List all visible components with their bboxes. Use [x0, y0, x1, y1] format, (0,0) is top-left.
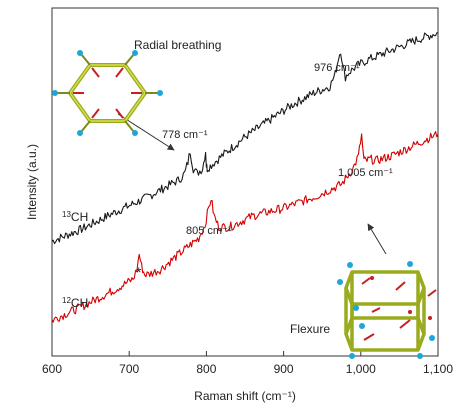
annotation-peak-1005: 1,005 cm⁻¹: [338, 167, 393, 179]
series-line-13ch: [51, 32, 439, 245]
x-tick-label-900: 900: [274, 362, 294, 376]
series-label-13ch-base: CH: [71, 210, 88, 224]
series-label-12ch-sup: 12: [62, 296, 71, 305]
hexagon-molecule-icon: [52, 50, 163, 136]
series-label-12ch: 12CH: [62, 296, 88, 310]
flexure-inset: Flexure: [290, 261, 437, 359]
x-tick-label-600: 600: [42, 362, 62, 376]
series-line-12ch: [51, 131, 439, 323]
arrow-flexure: [367, 223, 387, 255]
annotation-asterisk: *: [136, 264, 142, 280]
plot-frame: [51, 7, 439, 357]
annotation-peak-805: 805 cm⁻¹: [186, 225, 232, 237]
x-tick-label-800: 800: [196, 362, 216, 376]
annotation-peak-976: 976 cm⁻¹: [314, 62, 360, 74]
x-axis-tick-labels: 600 700 800 900 1,000 1,100: [42, 362, 453, 376]
x-tick-label-700: 700: [119, 362, 139, 376]
y-axis-label: Intensity (a.u.): [25, 144, 39, 220]
inset-label-radial-breathing: Radial breathing: [134, 38, 221, 52]
radial-breathing-inset: Radial breathing: [52, 38, 221, 136]
x-axis-ticks: [51, 351, 439, 356]
inset-label-flexure: Flexure: [290, 322, 330, 336]
series-label-13ch-sup: 13: [62, 210, 71, 219]
prism-molecule-icon: [337, 261, 437, 359]
series-label-13ch: 13CH: [62, 210, 88, 224]
x-tick-label-1100: 1,100: [423, 362, 453, 376]
x-tick-label-1000: 1,000: [346, 362, 376, 376]
series-label-12ch-base: CH: [71, 296, 88, 310]
x-axis-label: Raman shift (cm⁻¹): [194, 389, 296, 403]
annotation-peak-778: 778 cm⁻¹: [162, 129, 208, 141]
